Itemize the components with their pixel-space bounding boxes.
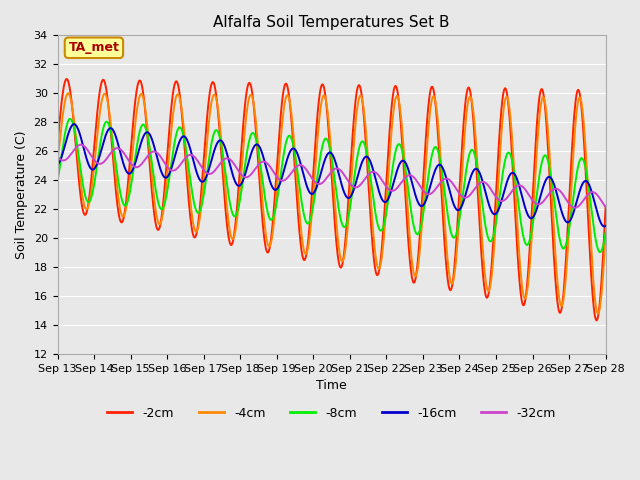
Y-axis label: Soil Temperature (C): Soil Temperature (C)	[15, 131, 28, 259]
-8cm	[67, 116, 74, 122]
-2cm	[321, 86, 328, 92]
-32cm	[306, 172, 314, 178]
-2cm	[602, 204, 609, 209]
-16cm	[586, 183, 593, 189]
-32cm	[486, 184, 493, 190]
-16cm	[70, 121, 78, 127]
-2cm	[63, 76, 70, 82]
-8cm	[586, 193, 593, 199]
-2cm	[82, 212, 90, 217]
-16cm	[586, 184, 594, 190]
Line: -2cm: -2cm	[58, 79, 605, 320]
-2cm	[54, 141, 61, 147]
-32cm	[571, 205, 579, 211]
-8cm	[586, 195, 594, 201]
-4cm	[306, 232, 314, 238]
-2cm	[593, 317, 600, 323]
-16cm	[82, 153, 90, 159]
-16cm	[600, 224, 608, 229]
-16cm	[321, 158, 328, 164]
-32cm	[54, 154, 61, 159]
Line: -8cm: -8cm	[58, 119, 605, 252]
-8cm	[54, 179, 61, 184]
-4cm	[65, 91, 72, 96]
Line: -16cm: -16cm	[58, 124, 605, 227]
-16cm	[54, 162, 61, 168]
-2cm	[306, 220, 314, 226]
-4cm	[594, 311, 602, 316]
-8cm	[82, 195, 90, 201]
-16cm	[486, 203, 493, 209]
-32cm	[586, 190, 594, 196]
-4cm	[586, 224, 594, 229]
Title: Alfalfa Soil Temperatures Set B: Alfalfa Soil Temperatures Set B	[213, 15, 450, 30]
-16cm	[602, 223, 609, 228]
-32cm	[586, 190, 594, 195]
-2cm	[486, 286, 493, 291]
-8cm	[602, 229, 609, 235]
-16cm	[306, 190, 314, 195]
-2cm	[586, 247, 593, 252]
-32cm	[82, 145, 90, 151]
-4cm	[82, 206, 90, 212]
-4cm	[321, 93, 328, 98]
-32cm	[321, 178, 328, 184]
-4cm	[486, 287, 493, 293]
-4cm	[602, 230, 609, 236]
-8cm	[596, 249, 604, 255]
-8cm	[486, 238, 493, 243]
-8cm	[321, 137, 328, 143]
-4cm	[586, 218, 593, 224]
-4cm	[54, 159, 61, 165]
-8cm	[306, 218, 314, 224]
Line: -4cm: -4cm	[58, 94, 605, 313]
-32cm	[77, 142, 84, 148]
-2cm	[586, 252, 594, 258]
X-axis label: Time: Time	[316, 379, 347, 392]
-32cm	[602, 204, 609, 210]
Legend: -2cm, -4cm, -8cm, -16cm, -32cm: -2cm, -4cm, -8cm, -16cm, -32cm	[102, 402, 561, 425]
Text: TA_met: TA_met	[68, 41, 120, 54]
Line: -32cm: -32cm	[58, 145, 605, 208]
